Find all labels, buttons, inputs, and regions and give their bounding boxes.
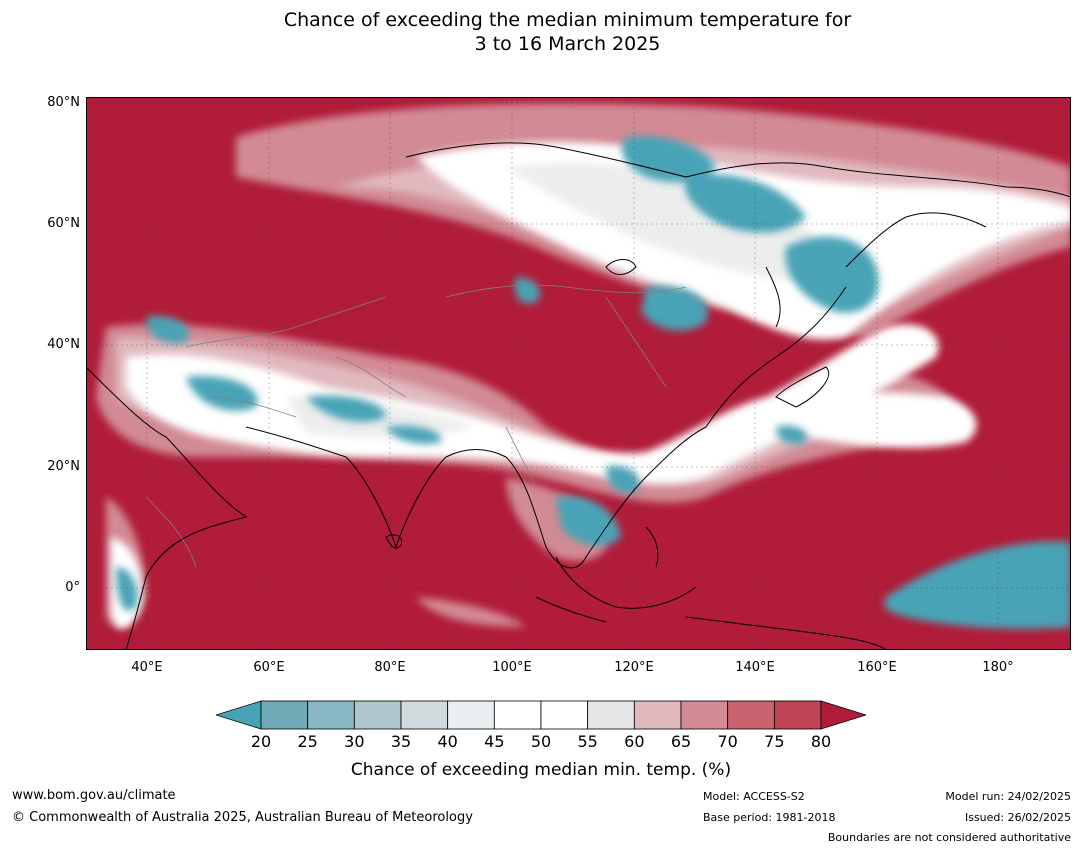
lat-label-80n: 80°N: [47, 95, 80, 110]
colorbar-tick-label: 70: [717, 732, 738, 751]
colorbar-tick-label: 75: [764, 732, 785, 751]
base-period: Base period: 1981-2018: [703, 811, 836, 824]
colorbar-bin: [260, 700, 309, 730]
colorbar-bin: [680, 700, 729, 730]
lon-label-140e: 140°E: [735, 660, 775, 675]
colorbar-tick-label: 65: [670, 732, 692, 751]
colorbar-tick-label: 40: [437, 732, 458, 751]
map-title-line-2: 3 to 16 March 2025: [474, 33, 661, 55]
colorbar-tick-label: 55: [577, 732, 598, 751]
colorbar-tick-label: 60: [624, 732, 645, 751]
colorbar: [216, 700, 866, 730]
graticule: [86, 97, 1071, 650]
model-run-date: Model run: 24/02/2025: [945, 790, 1071, 803]
colorbar-tick-label: 50: [530, 732, 552, 751]
map-title-line-1: Chance of exceeding the median minimum t…: [283, 9, 852, 31]
colorbar-extend-low: [216, 700, 262, 730]
colorbar-bin: [727, 700, 775, 730]
lat-label-40n: 40°N: [47, 337, 80, 352]
lon-label-180: 180°: [982, 660, 1014, 675]
colorbar-bin: [353, 700, 402, 730]
probability-map: [86, 97, 1071, 650]
colorbar-tick-label: 80: [810, 732, 832, 751]
colorbar-extend-high: [820, 700, 866, 730]
colorbar-label: Chance of exceeding median min. temp. (%…: [350, 760, 732, 780]
colorbar-tick-label: 45: [484, 732, 505, 751]
website-link[interactable]: www.bom.gov.au/climate: [12, 788, 176, 803]
colorbar-bin: [447, 700, 495, 730]
lat-label-20n: 20°N: [47, 459, 80, 474]
colorbar-bin: [307, 700, 355, 730]
colorbar-tick-label: 30: [344, 732, 365, 751]
lon-label-60e: 60°E: [253, 660, 285, 675]
colorbar-bin: [633, 700, 682, 730]
coastlines: [86, 142, 1071, 650]
boundaries-note: Boundaries are not considered authoritat…: [827, 831, 1071, 844]
lat-label-60n: 60°N: [47, 216, 80, 231]
lon-label-80e: 80°E: [374, 660, 406, 675]
lon-label-120e: 120°E: [614, 660, 654, 675]
colorbar-bin: [587, 700, 635, 730]
colorbar-tick-label: 35: [390, 732, 412, 751]
colorbar-tick-label: 20: [250, 732, 272, 751]
model-name: Model: ACCESS-S2: [703, 790, 805, 803]
lat-label-0: 0°: [65, 580, 80, 595]
lon-label-160e: 160°E: [857, 660, 897, 675]
colorbar-bin: [400, 700, 449, 730]
colorbar-bin: [773, 700, 822, 730]
colorbar-bin: [493, 700, 542, 730]
lon-label-100e: 100°E: [492, 660, 532, 675]
lon-label-40e: 40°E: [131, 660, 163, 675]
colorbar-bin: [540, 700, 589, 730]
colorbar-tick-label: 25: [297, 732, 318, 751]
issued-date: Issued: 26/02/2025: [964, 811, 1071, 824]
country-boundaries: [145, 284, 687, 568]
below-median-zones: [116, 136, 1071, 629]
map-title: Chance of exceeding the median minimum t…: [0, 8, 1081, 56]
copyright-notice: © Commonwealth of Australia 2025, Austra…: [12, 810, 473, 825]
